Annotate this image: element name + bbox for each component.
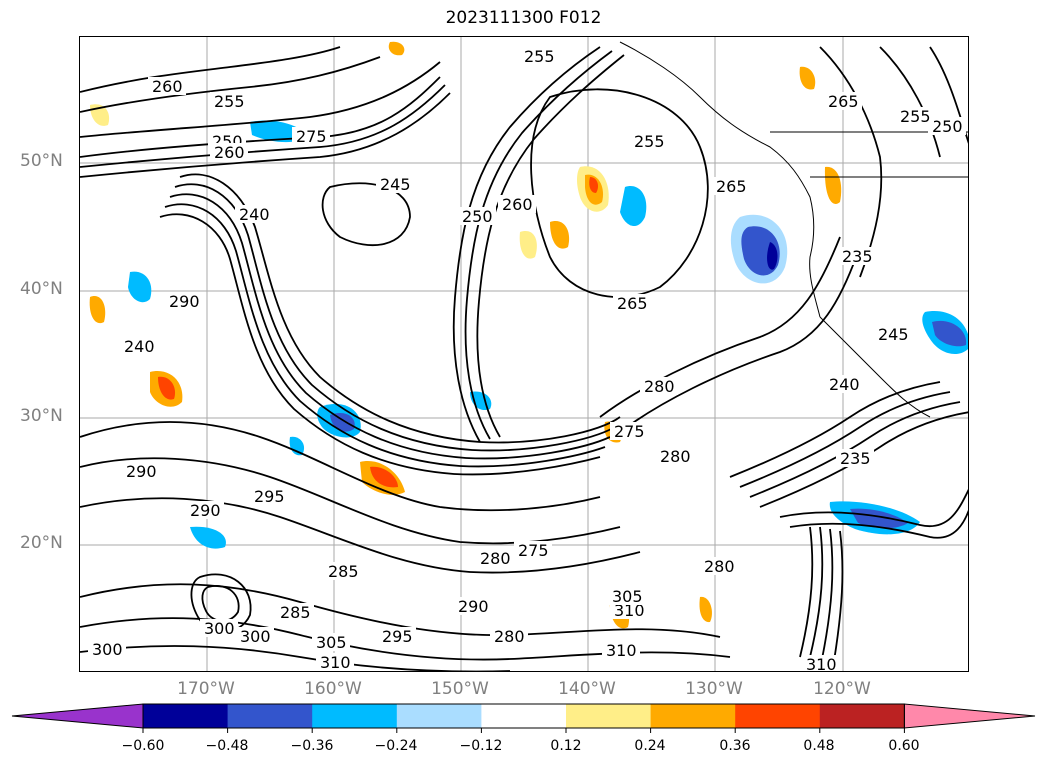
contour-label: 300 <box>240 627 271 646</box>
contour-label: 265 <box>617 294 648 313</box>
lon-label-160w: 160°W <box>304 679 362 699</box>
contour-label: 305 <box>612 587 643 606</box>
contour-label: 300 <box>92 640 123 659</box>
colorbar-cell <box>481 704 567 728</box>
colorbar-cell <box>143 704 229 728</box>
contour-label: 285 <box>328 562 359 581</box>
lat-label-50n: 50°N <box>20 151 63 171</box>
contour-label: 240 <box>124 337 155 356</box>
contour-label: 250 <box>462 207 493 226</box>
contour-label: 300 <box>204 619 235 638</box>
colorbar <box>11 703 1036 733</box>
contour-label: 280 <box>480 549 511 568</box>
colorbar-cell <box>735 704 821 728</box>
contour-label: 280 <box>704 557 735 576</box>
colorbar-over-extend <box>903 703 1036 729</box>
lon-label-170w: 170°W <box>177 679 235 699</box>
contour-label: 250 <box>932 117 963 136</box>
coastline <box>619 41 968 418</box>
contour-label: 305 <box>316 633 347 652</box>
lat-label-30n: 30°N <box>20 406 63 426</box>
contour-label: 280 <box>494 627 525 646</box>
colorbar-tick-label: −0.48 <box>205 738 249 754</box>
contour-label: 310 <box>614 601 645 620</box>
contour-label: 280 <box>644 377 675 396</box>
contour-label: 255 <box>214 92 245 111</box>
contour-label: 310 <box>320 653 351 672</box>
lon-label-150w: 150°W <box>431 679 489 699</box>
colorbar-tick-label: 0.12 <box>550 738 582 754</box>
map-panel: 260 255 250 260 275 245 240 250 260 255 … <box>79 36 969 672</box>
contour-label: 275 <box>296 127 327 146</box>
contour-label: 295 <box>254 487 285 506</box>
contour-label-group: 260 255 250 260 275 245 240 250 260 255 … <box>88 47 966 672</box>
lon-label-120w: 120°W <box>813 679 871 699</box>
contour-label: 240 <box>239 205 270 224</box>
colorbar-cell <box>566 704 652 728</box>
contour-label: 275 <box>614 422 645 441</box>
colorbar-cells <box>11 703 1036 733</box>
contour-map: 260 255 250 260 275 245 240 250 260 255 … <box>80 37 968 672</box>
lon-label-140w: 140°W <box>558 679 616 699</box>
colorbar-tick-label: 0.48 <box>803 738 835 754</box>
colorbar-tick-label: 0.36 <box>719 738 751 754</box>
contour-label: 290 <box>458 597 489 616</box>
contour-label: 240 <box>829 375 860 394</box>
colorbar-outline <box>142 703 905 729</box>
lon-label-130w: 130°W <box>685 679 743 699</box>
contour-label: 255 <box>524 47 555 66</box>
contour-label: 310 <box>806 655 837 672</box>
contour-label: 235 <box>842 247 873 266</box>
contour-label: 245 <box>380 175 411 194</box>
contour-label: 265 <box>716 177 747 196</box>
graticule <box>80 37 968 671</box>
contour-label: 310 <box>606 641 637 660</box>
colorbar-cell <box>819 704 905 728</box>
colorbar-under-extend <box>11 703 144 729</box>
contour-label: 260 <box>502 195 533 214</box>
contour-label: 290 <box>126 462 157 481</box>
colorbar-cell <box>312 704 398 728</box>
contour-label: 285 <box>280 603 311 622</box>
contour-label: 255 <box>634 132 665 151</box>
lat-label-20n: 20°N <box>20 533 63 553</box>
colorbar-tick-label: −0.36 <box>290 738 334 754</box>
contour-label: 275 <box>518 541 549 560</box>
colorbar-tick-label: −0.12 <box>459 738 503 754</box>
colorbar-tick-label: 0.60 <box>888 738 920 754</box>
contour-label: 265 <box>828 92 859 111</box>
contour-label: 280 <box>660 447 691 466</box>
colorbar-cell <box>227 704 313 728</box>
contour-label: 260 <box>214 143 245 162</box>
contour-label: 260 <box>152 77 183 96</box>
colorbar-tick-label: 0.24 <box>634 738 666 754</box>
contour-label: 255 <box>900 107 931 126</box>
map-title: 2023111300 F012 <box>445 8 602 28</box>
contour-label: 295 <box>382 627 413 646</box>
colorbar-cell <box>396 704 482 728</box>
contour-label: 290 <box>169 292 200 311</box>
colorbar-cell <box>650 704 736 728</box>
colorbar-tick-label: −0.60 <box>121 738 165 754</box>
colorbar-tick-label: −0.24 <box>374 738 418 754</box>
contour-label: 235 <box>840 449 871 468</box>
contour-label: 245 <box>878 325 909 344</box>
lat-label-40n: 40°N <box>20 279 63 299</box>
anomaly-shading <box>89 41 968 629</box>
contour-label: 290 <box>190 501 221 520</box>
